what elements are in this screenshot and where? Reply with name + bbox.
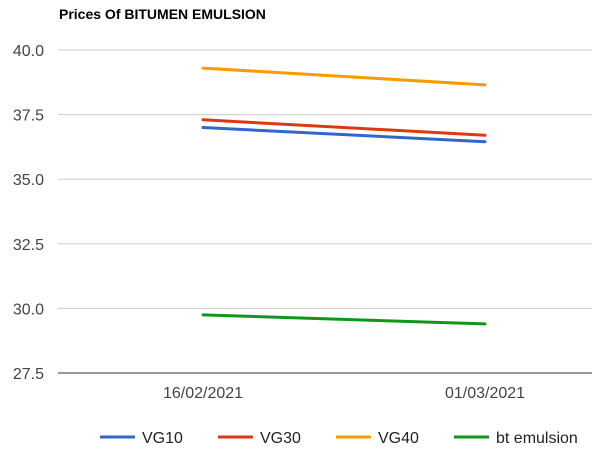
series-line-vg30[interactable]	[201, 118, 487, 137]
grid-lines	[58, 49, 592, 374]
x-axis: 16/02/2021 01/03/2021	[163, 385, 525, 402]
x-tick-label: 01/03/2021	[445, 385, 525, 402]
legend-label[interactable]: bt emulsion	[496, 430, 578, 447]
series-line-vg40[interactable]	[201, 66, 487, 87]
series-lines	[201, 66, 487, 326]
legend-label[interactable]: VG10	[142, 430, 183, 447]
series-line-vg10[interactable]	[201, 126, 487, 144]
y-axis: 27.5 30.0 32.5 35.0 37.5 40.0	[13, 43, 44, 383]
series-line-bt-emulsion[interactable]	[201, 313, 487, 326]
y-tick-label: 30.0	[13, 301, 44, 318]
chart-title: Prices Of BITUMEN EMULSION	[59, 6, 266, 22]
legend-label[interactable]: VG30	[260, 430, 301, 447]
y-tick-label: 32.5	[13, 237, 44, 254]
y-tick-label: 40.0	[13, 43, 44, 60]
y-tick-label: 27.5	[13, 366, 44, 383]
y-tick-label: 35.0	[13, 172, 44, 189]
legend[interactable]: VG10 VG30 VG40 bt emulsion	[100, 430, 578, 447]
x-tick-label: 16/02/2021	[163, 385, 243, 402]
legend-label[interactable]: VG40	[378, 430, 419, 447]
y-tick-label: 37.5	[13, 108, 44, 125]
